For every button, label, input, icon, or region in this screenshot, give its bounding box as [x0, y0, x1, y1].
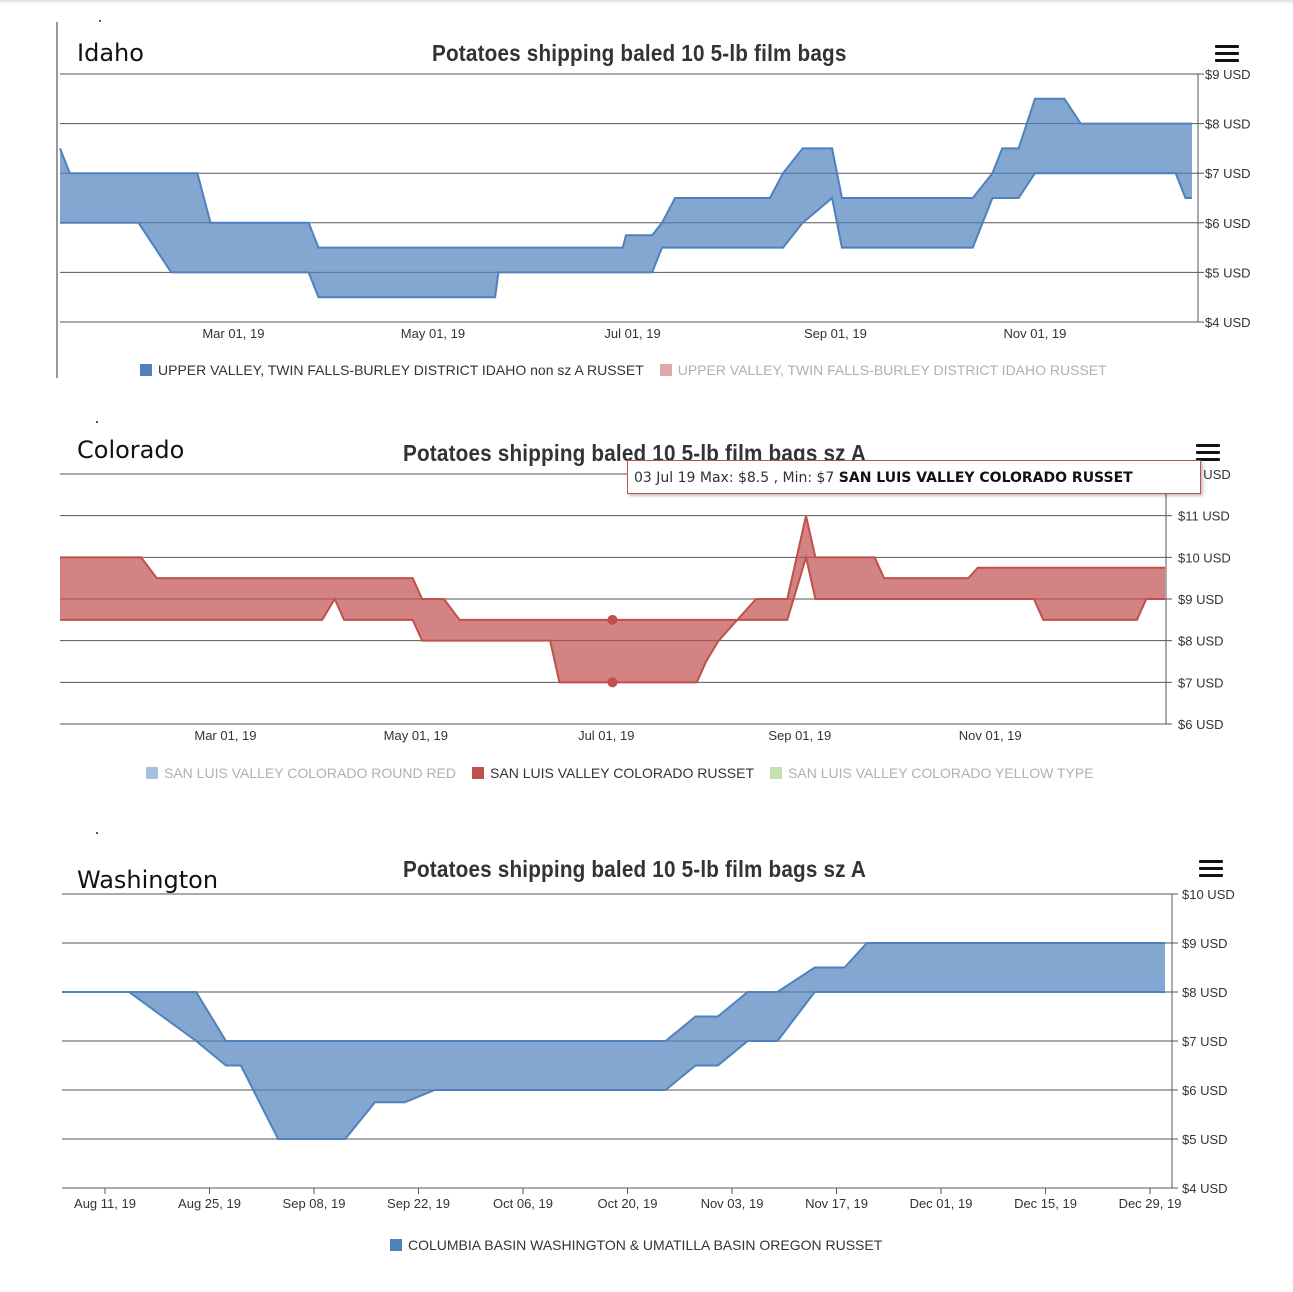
x-tick-label: Oct 20, 19	[598, 1196, 658, 1211]
legend-item[interactable]: UPPER VALLEY, TWIN FALLS-BURLEY DISTRICT…	[659, 362, 1107, 378]
x-tick-label: Sep 22, 19	[387, 1196, 450, 1211]
x-tick-label: Nov 01, 19	[1004, 326, 1067, 341]
y-tick-label: $9 USD	[1178, 592, 1224, 607]
y-tick-label: $11 USD	[1178, 509, 1230, 524]
series-min-line	[62, 991, 1165, 1140]
colorado-chart-legend: SAN LUIS VALLEY COLORADO ROUND RED SAN LU…	[146, 765, 1110, 781]
stray-dot	[96, 421, 98, 423]
legend-swatch	[140, 364, 152, 376]
y-tick-label: $7 USD	[1205, 166, 1251, 181]
idaho-chart-menu-icon[interactable]	[1215, 45, 1239, 65]
x-tick-label: Jul 01, 19	[604, 326, 660, 341]
x-tick-label: Dec 29, 19	[1119, 1196, 1182, 1211]
x-tick-label: Oct 06, 19	[493, 1196, 553, 1211]
legend-label: SAN LUIS VALLEY COLORADO ROUND RED	[164, 765, 457, 781]
stray-dot	[96, 832, 98, 834]
series-min-line	[60, 553, 1165, 684]
tooltip-date: 03 Jul 19	[634, 470, 696, 486]
legend-label: SAN LUIS VALLEY COLORADO RUSSET	[490, 765, 755, 781]
series-max-line	[59, 97, 1192, 249]
x-tick-label: Sep 08, 19	[283, 1196, 346, 1211]
y-tick-label: $10 USD	[1178, 550, 1231, 565]
legend-label: COLUMBIA BASIN WASHINGTON & UMATILLA BAS…	[408, 1237, 883, 1253]
washington-chart-title: Potatoes shipping baled 10 5-lb film bag…	[403, 856, 866, 882]
y-tick-label: $9 USD	[1205, 67, 1251, 82]
x-tick-label: Jul 01, 19	[578, 728, 634, 743]
colorado-chart-panel: Colorado Potatoes shipping baled 10 5-lb…	[60, 421, 1231, 781]
y-tick-label: $6 USD	[1178, 717, 1224, 732]
legend-swatch	[472, 767, 485, 779]
washington-chart-legend: COLUMBIA BASIN WASHINGTON & UMATILLA BAS…	[390, 1237, 898, 1253]
washington-state-label: Washington	[77, 866, 219, 894]
x-tick-label: Dec 01, 19	[910, 1196, 973, 1211]
idaho-chart-legend: UPPER VALLEY, TWIN FALLS-BURLEY DISTRICT…	[140, 362, 1123, 378]
colorado-chart-svg: $6 USD$7 USD$8 USD$9 USD$10 USD$11 USD$1…	[60, 467, 1231, 743]
y-tick-label: $8 USD	[1178, 634, 1224, 649]
window-top-edge	[0, 0, 1293, 4]
washington-chart-menu-icon[interactable]	[1199, 860, 1223, 880]
colorado-tooltip: 03 Jul 19 Max: $8.5 , Min: $7 SAN LUIS V…	[627, 460, 1201, 494]
y-tick-label: $8 USD	[1205, 117, 1251, 132]
colorado-state-label: Colorado	[77, 436, 185, 464]
x-tick-label: Nov 17, 19	[805, 1196, 868, 1211]
y-tick-label: $6 USD	[1182, 1083, 1228, 1098]
idaho-state-label: Idaho	[77, 39, 144, 67]
legend-item[interactable]: COLUMBIA BASIN WASHINGTON & UMATILLA BAS…	[390, 1237, 882, 1253]
tooltip-series: SAN LUIS VALLEY COLORADO RUSSET	[838, 470, 1133, 486]
y-tick-label: $7 USD	[1178, 675, 1224, 690]
legend-swatch	[659, 364, 672, 376]
legend-item[interactable]: SAN LUIS VALLEY COLORADO ROUND RED	[146, 765, 456, 781]
y-tick-label: $5 USD	[1205, 265, 1251, 280]
idaho-chart-svg: $4 USD $5 USD $6 USD $7 USD $8 USD $9 USD Mar …	[56, 22, 1251, 378]
x-tick-label: Mar 01, 19	[202, 326, 264, 341]
hover-marker-min	[607, 677, 618, 688]
legend-item[interactable]: SAN LUIS VALLEY COLORADO RUSSET	[472, 765, 754, 781]
y-tick-label: $6 USD	[1205, 216, 1251, 231]
colorado-chart-menu-icon[interactable]	[1196, 444, 1220, 464]
x-tick-label: Nov 03, 19	[701, 1196, 764, 1211]
legend-item[interactable]: UPPER VALLEY, TWIN FALLS-BURLEY DISTRICT…	[140, 362, 644, 378]
legend-swatch	[770, 767, 783, 779]
y-tick-label: $9 USD	[1182, 936, 1228, 951]
legend-swatch	[390, 1239, 402, 1251]
x-tick-label: Nov 01, 19	[959, 728, 1022, 743]
y-tick-label: $4 USD	[1182, 1181, 1228, 1196]
legend-item[interactable]: SAN LUIS VALLEY COLORADO YELLOW TYPE	[770, 765, 1094, 781]
idaho-chart-title: Potatoes shipping baled 10 5-lb film bag…	[432, 40, 847, 66]
y-tick-label: $10 USD	[1182, 887, 1235, 902]
x-tick-label: May 01, 19	[384, 728, 448, 743]
x-tick-label: Sep 01, 19	[804, 326, 867, 341]
x-tick-label: Aug 11, 19	[74, 1196, 136, 1211]
series-max-line	[62, 942, 1165, 1042]
legend-label: UPPER VALLEY, TWIN FALLS-BURLEY DISTRICT…	[158, 362, 644, 378]
idaho-chart-panel: Idaho Potatoes shipping baled 10 5-lb fi…	[0, 0, 1293, 390]
y-tick-label: $4 USD	[1205, 315, 1251, 330]
x-tick-label: Mar 01, 19	[194, 728, 256, 743]
x-tick-label: Aug 25, 19	[178, 1196, 241, 1211]
x-tick-label: May 01, 19	[401, 326, 465, 341]
x-tick-label: Dec 15, 19	[1014, 1196, 1077, 1211]
hover-marker-max	[607, 614, 618, 625]
series-min-line	[60, 172, 1192, 299]
y-tick-label: $8 USD	[1182, 985, 1228, 1000]
y-tick-label: $7 USD	[1182, 1034, 1228, 1049]
legend-swatch	[146, 767, 158, 779]
stray-dot	[99, 20, 101, 22]
series-max-line	[60, 515, 1165, 621]
tooltip-values: Max: $8.5 , Min: $7	[699, 470, 835, 486]
legend-label: SAN LUIS VALLEY COLORADO YELLOW TYPE	[788, 765, 1094, 781]
legend-label: UPPER VALLEY, TWIN FALLS-BURLEY DISTRICT…	[677, 362, 1107, 378]
y-tick-label: $5 USD	[1182, 1132, 1228, 1147]
x-tick-label: Sep 01, 19	[768, 728, 831, 743]
